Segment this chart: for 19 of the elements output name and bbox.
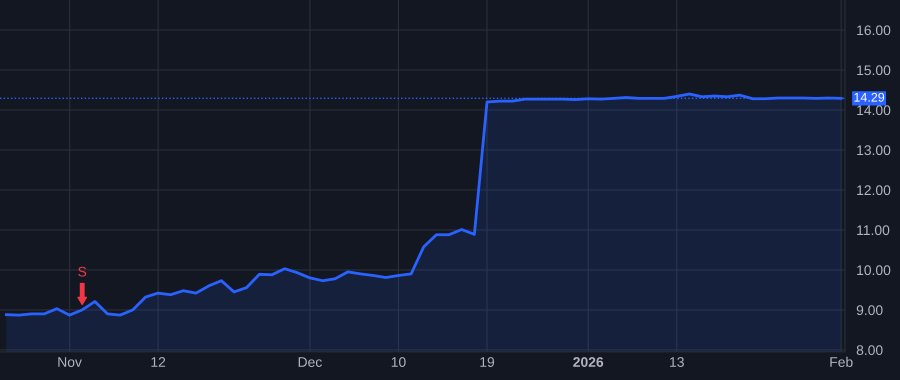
- x-tick-label: Feb: [830, 356, 853, 367]
- x-tick-label: 13: [670, 357, 684, 367]
- x-tick-label: 10: [392, 357, 406, 367]
- y-tick-label: 15.00: [857, 65, 890, 76]
- y-tick-label: 14.00: [857, 105, 890, 116]
- y-tick-label: 11.00: [857, 225, 890, 236]
- y-tick-label: 12.00: [857, 185, 890, 196]
- x-tick-label: 19: [480, 357, 494, 367]
- annotation: S: [78, 266, 86, 277]
- ref-line-label: 14.29: [854, 92, 884, 102]
- y-tick-label: 9.00: [856, 305, 883, 316]
- x-tick-label: Nov: [58, 357, 82, 367]
- x-tick-label: 12: [151, 357, 166, 367]
- y-tick-label: 10.00: [857, 265, 890, 276]
- x-tick-label: Dec: [298, 357, 322, 367]
- y-tick-label: 13.00: [857, 145, 890, 156]
- x-tick-label: 2026: [573, 357, 604, 367]
- y-tick-label: 8.00: [856, 345, 883, 356]
- y-tick-label: 16.00: [857, 25, 890, 36]
